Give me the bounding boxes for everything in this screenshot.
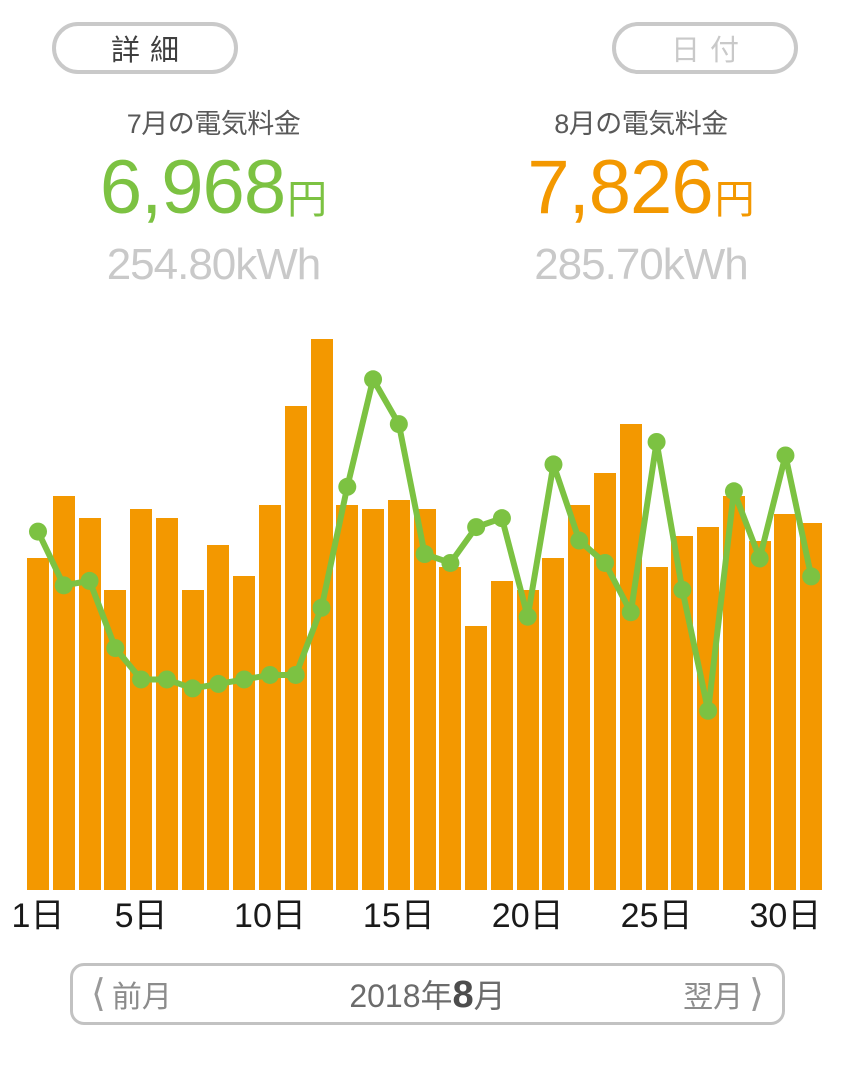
next-month-button[interactable]: 翌月 ⟩ <box>536 972 782 1016</box>
chart-x-axis: 1日 5日 10日 15日 20日 25日 30日 <box>0 888 855 935</box>
line-data-point[interactable] <box>364 370 383 389</box>
line-data-point[interactable] <box>312 598 331 617</box>
tab-date[interactable]: 日付 <box>612 22 798 74</box>
line-data-point[interactable] <box>570 531 589 550</box>
line-data-point[interactable] <box>673 580 692 599</box>
x-axis-tick-label: 25日 <box>620 897 693 935</box>
month-suffix: 月 <box>473 978 506 1014</box>
line-data-point[interactable] <box>544 455 563 474</box>
tab-date-label: 日付 <box>670 35 749 67</box>
chart-bar[interactable] <box>542 558 565 890</box>
chart-bar[interactable] <box>336 504 359 890</box>
top-toolbar: 詳細 日付 <box>0 0 855 92</box>
chart-bar[interactable] <box>207 545 230 890</box>
next-month-label: 翌月 <box>683 981 744 1014</box>
chart-bar[interactable] <box>748 540 771 890</box>
line-data-point[interactable] <box>776 446 795 465</box>
chart-bar[interactable] <box>155 518 178 890</box>
line-data-point[interactable] <box>596 553 615 572</box>
prev-month-label: 前月 <box>111 981 172 1014</box>
line-data-point[interactable] <box>29 522 47 541</box>
line-data-point[interactable] <box>132 670 151 689</box>
tab-detail[interactable]: 詳細 <box>52 22 238 74</box>
tab-detail-label: 詳細 <box>110 35 189 67</box>
chart-bar[interactable] <box>104 589 127 890</box>
line-data-point[interactable] <box>235 670 254 689</box>
chevron-right-icon: ⟩ <box>749 973 764 1015</box>
chart-bar[interactable] <box>645 567 668 890</box>
line-data-point[interactable] <box>724 482 743 501</box>
chart-bar[interactable] <box>568 504 591 890</box>
chart-bar[interactable] <box>774 513 797 890</box>
line-data-point[interactable] <box>802 567 821 586</box>
chart-plot-area <box>0 330 855 890</box>
summary-previous-currency: 円 <box>287 178 328 222</box>
chart-bar[interactable] <box>619 424 642 890</box>
line-data-point[interactable] <box>106 639 125 658</box>
summary-previous-value: 6,968 <box>99 145 286 230</box>
chart-bar[interactable] <box>800 522 823 890</box>
summary-current-currency: 円 <box>714 178 755 222</box>
chart-bar[interactable] <box>181 589 204 890</box>
chart-bar[interactable] <box>516 589 539 890</box>
line-data-point[interactable] <box>441 553 460 572</box>
x-axis-tick-label: 1日 <box>11 897 65 935</box>
previous-month-line-series <box>29 370 821 720</box>
x-axis-tick-label: 15日 <box>362 897 435 935</box>
summary-previous-amount: 6,968 円 <box>100 150 327 236</box>
line-data-point[interactable] <box>286 665 305 684</box>
year-suffix: 年 <box>420 978 453 1014</box>
line-data-point[interactable] <box>54 576 73 595</box>
chevron-left-icon: ⟨ <box>91 973 106 1015</box>
line-data-point[interactable] <box>157 670 176 689</box>
summary-current-value: 7,826 <box>527 145 713 230</box>
current-month-label: 2018年8月 <box>319 971 536 1017</box>
line-data-point[interactable] <box>260 665 279 684</box>
summary-current-title: 8月の電気料金 <box>554 109 728 139</box>
chart-bar[interactable] <box>413 509 436 890</box>
line-data-point[interactable] <box>183 679 202 698</box>
summary-previous-title: 7月の電気料金 <box>126 109 301 139</box>
summary-section: 7月の電気料金 6,968 円 254.80kWh 8月の電気料金 7,826 … <box>0 104 855 314</box>
line-data-point[interactable] <box>415 545 434 563</box>
chart-bar[interactable] <box>387 500 410 890</box>
line-data-point[interactable] <box>621 603 640 622</box>
chart-bar[interactable] <box>465 625 488 890</box>
chart-bar[interactable] <box>233 576 256 890</box>
x-axis-tick-label: 5日 <box>114 897 168 935</box>
summary-current-kwh: 285.70kWh <box>534 240 749 289</box>
summary-current-month: 8月の電気料金 7,826 円 285.70kWh <box>427 104 855 314</box>
summary-current-amount: 7,826 円 <box>527 150 754 236</box>
chart-bar[interactable] <box>130 509 153 890</box>
line-data-point[interactable] <box>80 571 99 590</box>
month-navigator[interactable]: ⟨ 前月 2018年8月 翌月 ⟩ <box>70 963 785 1025</box>
current-year: 2018 <box>349 978 421 1014</box>
chart-bar[interactable] <box>284 406 307 890</box>
chart-bar[interactable] <box>362 509 385 890</box>
x-axis-tick-label: 30日 <box>749 897 822 935</box>
line-data-point[interactable] <box>518 607 537 626</box>
line-data-point[interactable] <box>467 518 486 537</box>
usage-chart[interactable] <box>0 330 855 890</box>
chart-bar[interactable] <box>490 580 513 890</box>
line-data-point[interactable] <box>750 549 769 568</box>
chart-bar[interactable] <box>722 495 745 890</box>
x-axis-tick-label: 10日 <box>234 897 306 935</box>
prev-month-button[interactable]: ⟨ 前月 <box>73 972 319 1016</box>
summary-previous-month: 7月の電気料金 6,968 円 254.80kWh <box>0 104 427 314</box>
chart-bar[interactable] <box>258 504 281 890</box>
line-data-point[interactable] <box>647 433 666 451</box>
line-data-point[interactable] <box>209 674 228 693</box>
chart-bar[interactable] <box>78 518 101 890</box>
line-data-point[interactable] <box>492 509 511 528</box>
chart-bar[interactable] <box>27 558 49 890</box>
line-data-point[interactable] <box>389 415 408 434</box>
line-data-point[interactable] <box>699 701 718 720</box>
summary-previous-kwh: 254.80kWh <box>106 240 322 289</box>
chart-bar[interactable] <box>52 495 75 890</box>
x-axis-tick-label: 20日 <box>491 897 564 935</box>
chart-bar[interactable] <box>439 567 462 890</box>
current-month: 8 <box>452 974 474 1016</box>
line-data-point[interactable] <box>338 477 357 496</box>
